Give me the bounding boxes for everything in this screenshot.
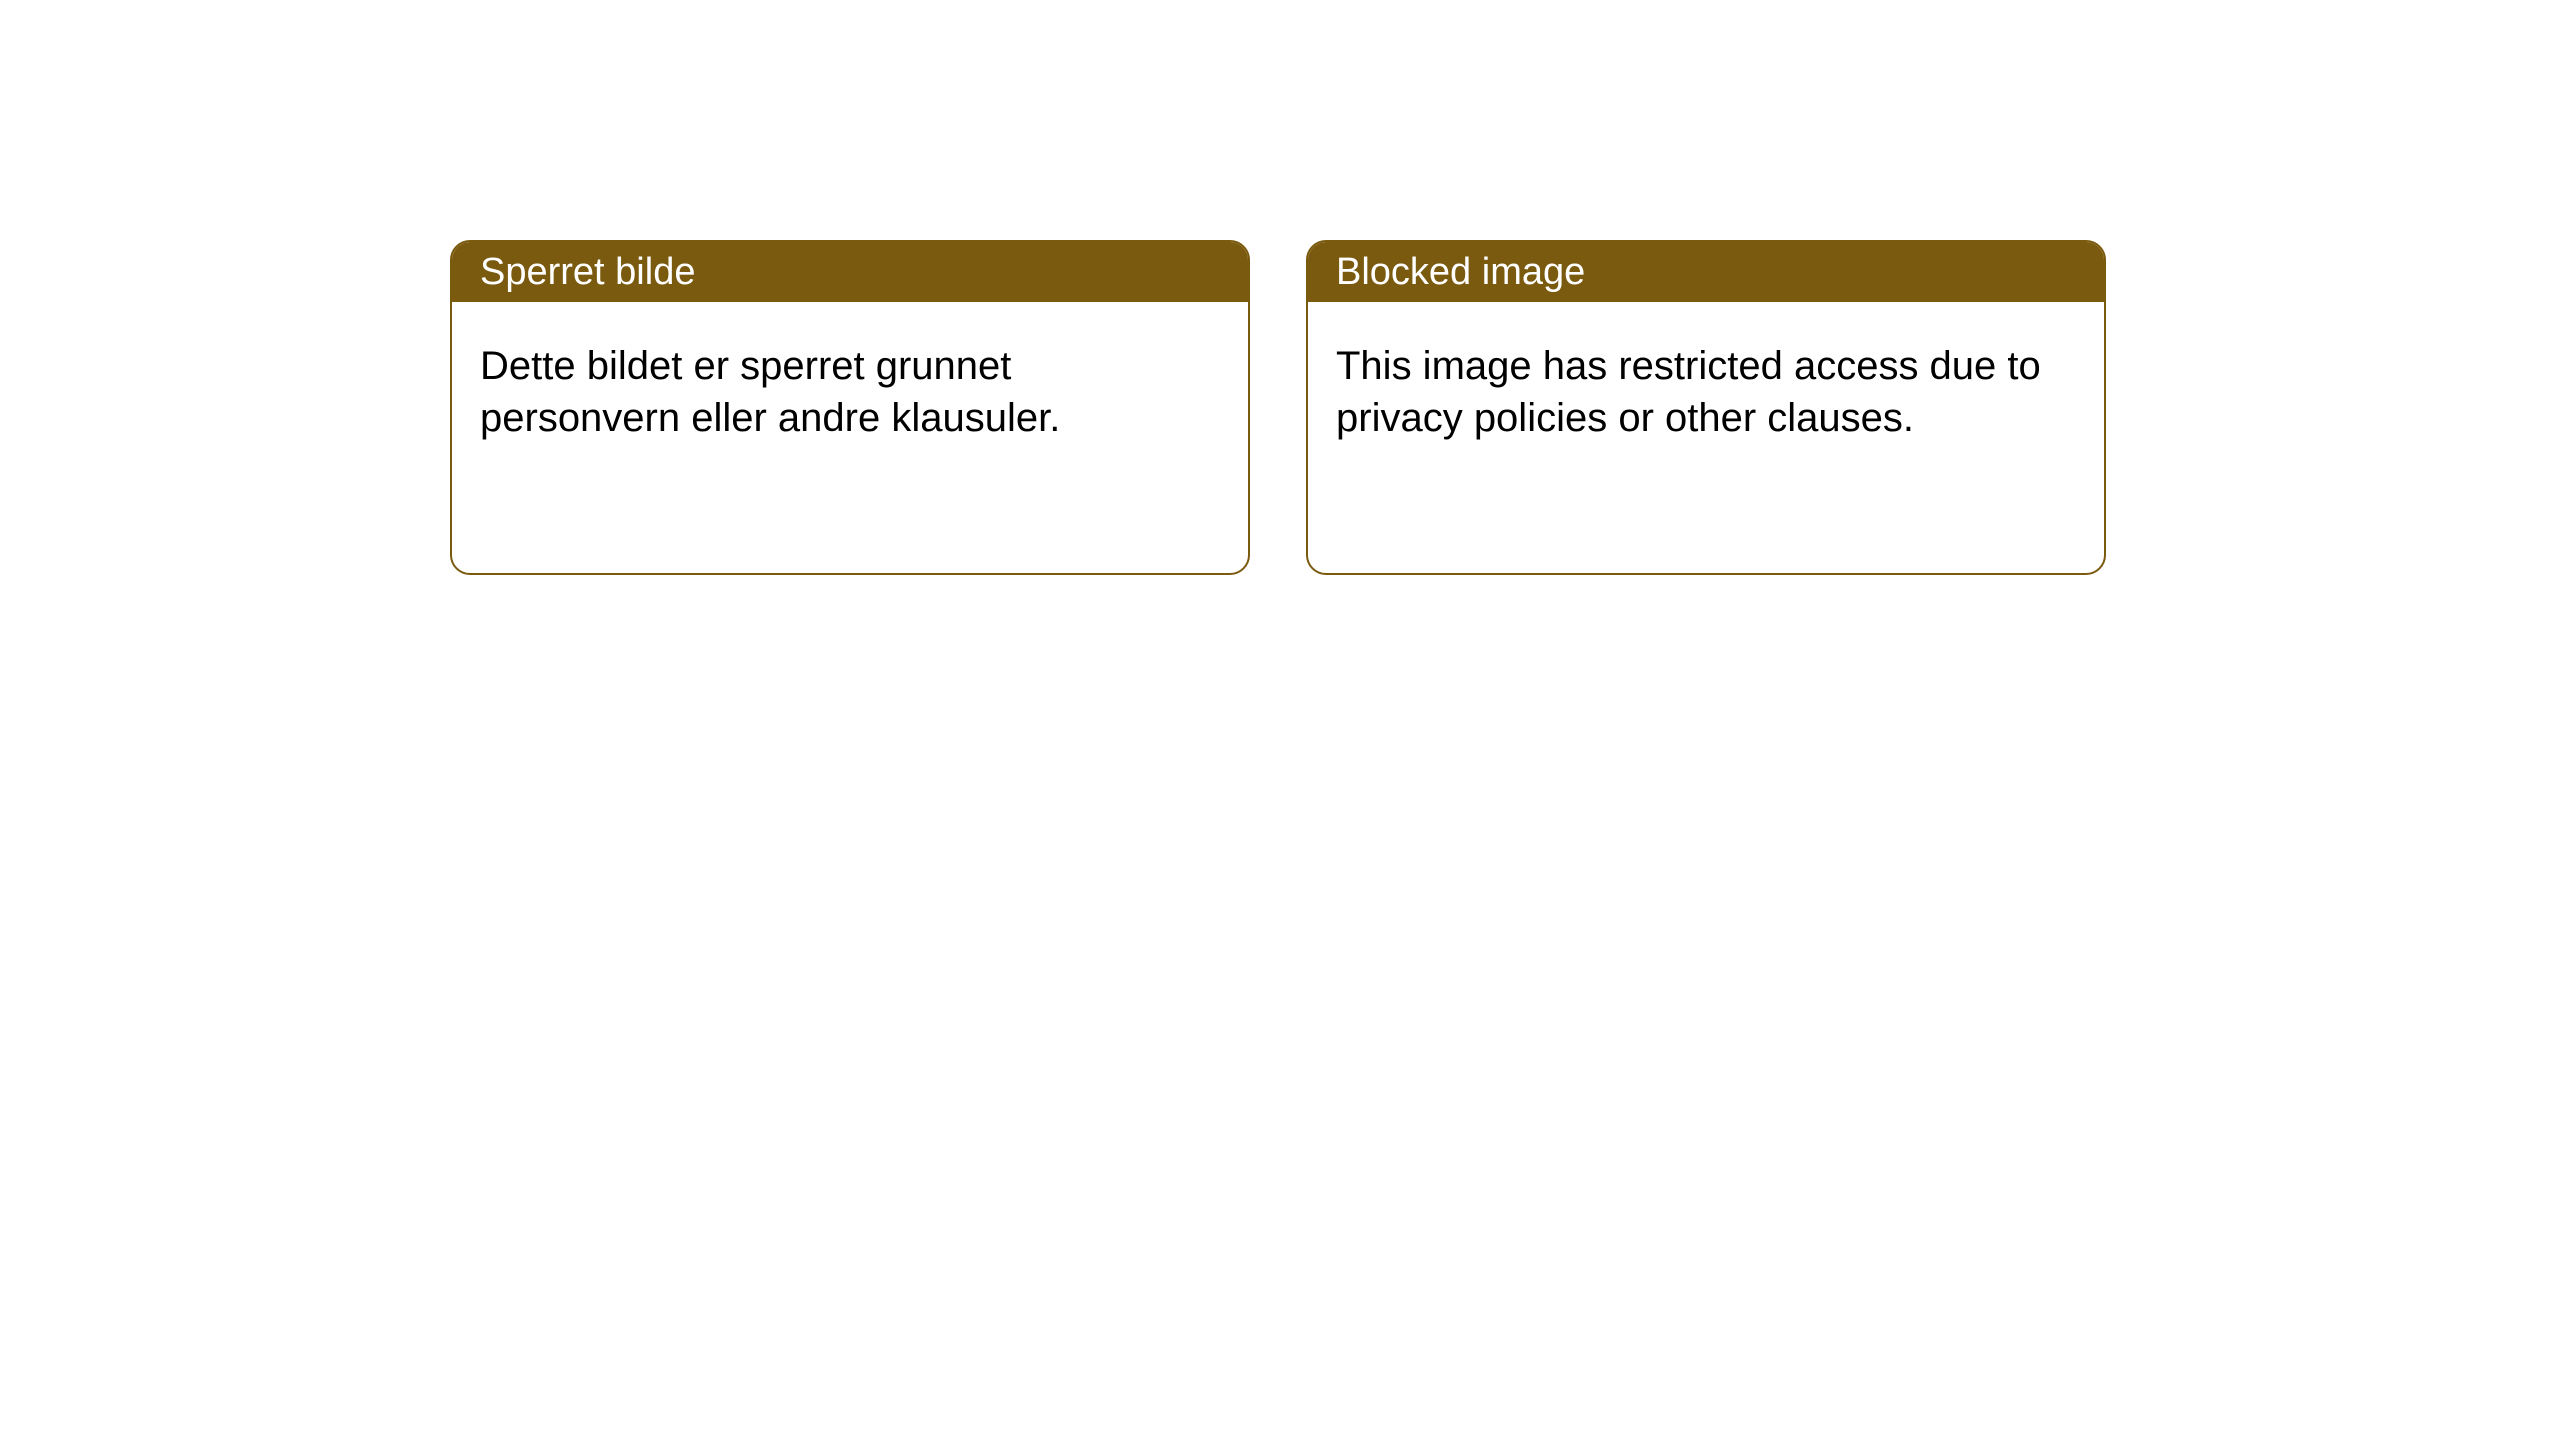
card-body-text: Dette bildet er sperret grunnet personve…: [480, 344, 1060, 440]
notice-card-norwegian: Sperret bilde Dette bildet er sperret gr…: [450, 240, 1250, 575]
card-header: Sperret bilde: [452, 242, 1248, 302]
card-header: Blocked image: [1308, 242, 2104, 302]
card-body: Dette bildet er sperret grunnet personve…: [452, 302, 1248, 482]
card-title: Blocked image: [1336, 251, 1585, 294]
notice-container: Sperret bilde Dette bildet er sperret gr…: [0, 0, 2560, 575]
card-body-text: This image has restricted access due to …: [1336, 344, 2041, 440]
notice-card-english: Blocked image This image has restricted …: [1306, 240, 2106, 575]
card-title: Sperret bilde: [480, 251, 695, 294]
card-body: This image has restricted access due to …: [1308, 302, 2104, 482]
